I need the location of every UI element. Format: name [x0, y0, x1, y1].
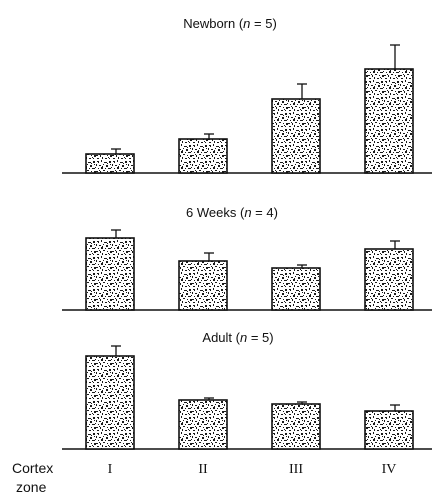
- bar-III: [271, 403, 321, 450]
- panel-adult: Adult (n = 5): [62, 330, 432, 450]
- panel-6-weeks: 6 Weeks (n = 4): [62, 205, 432, 311]
- panel-title-newborn: Newborn (n = 5): [183, 16, 277, 31]
- bar-IV: [364, 410, 414, 450]
- bar-II: [178, 260, 228, 311]
- panel-title-adult: Adult (n = 5): [202, 330, 273, 345]
- x-axis-label-line1: Cortex: [12, 460, 53, 476]
- tick-label-III: III: [289, 462, 303, 477]
- bar-III: [271, 267, 321, 311]
- bar-II: [178, 138, 228, 174]
- tick-label-I: I: [108, 462, 113, 477]
- tick-label-IV: IV: [382, 462, 397, 477]
- bar-I: [85, 237, 135, 311]
- x-axis: Cortex zone I II III IV: [12, 460, 396, 495]
- bar-IV: [364, 248, 414, 311]
- bar-I: [85, 153, 135, 174]
- bar-IV: [364, 68, 414, 174]
- bar-III: [271, 98, 321, 174]
- panel-newborn: Newborn (n = 5): [62, 16, 432, 174]
- tick-label-II: II: [198, 462, 208, 477]
- bar-I: [85, 355, 135, 450]
- bar-II: [178, 399, 228, 450]
- panel-title-6-weeks: 6 Weeks (n = 4): [186, 205, 278, 220]
- x-axis-label-line2: zone: [16, 479, 47, 495]
